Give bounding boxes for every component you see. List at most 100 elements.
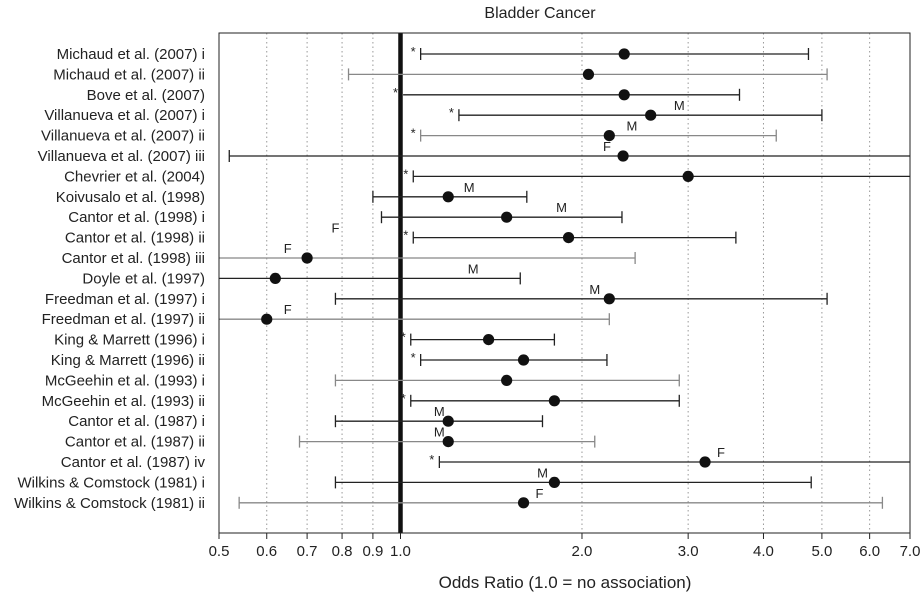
x-axis-label: Odds Ratio (1.0 = no association) bbox=[439, 573, 692, 592]
point-estimate bbox=[442, 415, 454, 427]
point-estimate bbox=[482, 334, 495, 346]
x-tick-label: 2.0 bbox=[572, 543, 593, 560]
point-estimate bbox=[517, 354, 530, 366]
point-estimate bbox=[603, 130, 615, 142]
point-estimate bbox=[269, 272, 281, 284]
significance-mark: * bbox=[429, 452, 434, 467]
study-row bbox=[228, 150, 910, 162]
significance-mark: * bbox=[393, 85, 398, 100]
x-tick-label: 7.0 bbox=[900, 543, 921, 560]
study-row bbox=[219, 252, 636, 264]
study-row: * bbox=[403, 166, 910, 183]
significance-mark: * bbox=[401, 391, 406, 406]
study-label: McGeehin et al. (1993) i bbox=[45, 372, 205, 389]
subgroup-annotation: M bbox=[556, 200, 567, 215]
point-estimate bbox=[501, 211, 513, 223]
study-label: Villanueva et al. (2007) i bbox=[44, 107, 205, 124]
study-label: Michaud et al. (2007) i bbox=[57, 46, 205, 63]
point-estimate bbox=[617, 150, 629, 162]
study-label: Cantor et al. (1987) i bbox=[68, 413, 205, 430]
study-row bbox=[298, 435, 596, 448]
study-labels: Michaud et al. (2007) i Michaud et al. (2… bbox=[14, 46, 205, 512]
plot-frame bbox=[218, 32, 911, 534]
point-estimate bbox=[699, 456, 711, 468]
point-estimate bbox=[261, 313, 273, 325]
study-row: * bbox=[411, 350, 608, 366]
study-row: * bbox=[411, 126, 777, 142]
study-label: Doyle et al. (1997) bbox=[82, 270, 205, 287]
study-row: * bbox=[429, 452, 910, 468]
subgroup-annotation: M bbox=[468, 261, 479, 276]
significance-mark: * bbox=[449, 105, 454, 120]
x-tick-label: 1.0 bbox=[390, 543, 411, 560]
subgroup-annotation: F bbox=[331, 221, 339, 236]
x-tick-label: 0.8 bbox=[332, 543, 353, 560]
study-row bbox=[372, 190, 528, 203]
study-label: Chevrier et al. (2004) bbox=[64, 168, 205, 185]
study-label: Wilkins & Comstock (1981) i bbox=[17, 474, 205, 491]
study-row: * bbox=[403, 228, 737, 244]
subgroup-annotation: M bbox=[674, 98, 685, 113]
study-label: King & Marrett (1996) i bbox=[54, 332, 205, 349]
point-estimate bbox=[501, 374, 513, 386]
point-estimate bbox=[562, 232, 575, 244]
subgroup-annotation: M bbox=[464, 180, 475, 195]
study-label: McGeehin et al. (1993) ii bbox=[42, 393, 205, 410]
study-row bbox=[334, 374, 680, 387]
study-label: Cantor et al. (1987) ii bbox=[65, 434, 205, 451]
point-estimate bbox=[442, 191, 454, 203]
significance-mark: * bbox=[411, 44, 416, 59]
subgroup-annotation: M bbox=[434, 404, 445, 419]
subgroup-annotation: M bbox=[626, 119, 637, 134]
point-estimate bbox=[603, 293, 615, 305]
subgroup-annotation: F bbox=[284, 241, 292, 256]
study-label: King & Marrett (1996) ii bbox=[51, 352, 205, 369]
point-estimate bbox=[548, 476, 560, 488]
x-tick-label: 0.5 bbox=[209, 543, 230, 560]
study-label: Freedman et al. (1997) ii bbox=[42, 311, 205, 328]
x-tick-label: 0.9 bbox=[362, 543, 383, 560]
study-row: * bbox=[401, 330, 556, 346]
point-estimate bbox=[682, 170, 694, 182]
subgroup-annotation: F bbox=[284, 302, 292, 317]
study-label: Michaud et al. (2007) ii bbox=[53, 66, 205, 83]
study-label: Cantor et al. (1987) iv bbox=[61, 454, 206, 471]
significance-mark: * bbox=[403, 166, 408, 181]
x-tick-label: 3.0 bbox=[678, 543, 699, 560]
subgroup-annotation: M bbox=[537, 465, 548, 480]
study-row bbox=[219, 272, 521, 285]
study-row bbox=[380, 211, 623, 224]
study-row bbox=[334, 476, 812, 489]
x-tick-label: 0.7 bbox=[297, 543, 318, 560]
subgroup-annotation: F bbox=[535, 486, 543, 501]
x-tick-label: 5.0 bbox=[811, 543, 832, 560]
study-label: Villanueva et al. (2007) ii bbox=[41, 128, 205, 145]
point-estimate bbox=[645, 109, 657, 121]
study-label: Wilkins & Comstock (1981) ii bbox=[14, 495, 205, 512]
subgroup-annotation: F bbox=[717, 445, 725, 460]
point-estimate bbox=[582, 68, 595, 80]
x-tick-label: 6.0 bbox=[859, 543, 880, 560]
study-row: * bbox=[401, 391, 680, 407]
point-estimate bbox=[301, 252, 313, 264]
study-row bbox=[334, 415, 544, 428]
x-axis-ticks: 0.5 0.6 0.7 0.8 0.9 1.0 2.0 3.0 4.0 5.0 6.0 7.0 bbox=[209, 533, 921, 560]
point-estimate bbox=[618, 48, 630, 60]
point-estimate bbox=[618, 89, 630, 101]
study-label: Cantor et al. (1998) ii bbox=[65, 230, 205, 247]
subgroup-annotation: F bbox=[603, 139, 611, 154]
point-estimate bbox=[548, 395, 560, 407]
significance-mark: * bbox=[411, 350, 416, 365]
significance-mark: * bbox=[401, 330, 406, 345]
study-label: Bove et al. (2007) bbox=[87, 87, 205, 104]
x-tick-label: 0.6 bbox=[256, 543, 277, 560]
study-row bbox=[347, 68, 828, 81]
significance-mark: * bbox=[403, 228, 408, 243]
chart-title: Bladder Cancer bbox=[484, 5, 596, 22]
study-row: * bbox=[393, 85, 741, 101]
study-row bbox=[219, 313, 610, 326]
confidence-intervals: * * * * * * * * * * bbox=[219, 44, 910, 509]
point-estimate bbox=[442, 436, 454, 448]
